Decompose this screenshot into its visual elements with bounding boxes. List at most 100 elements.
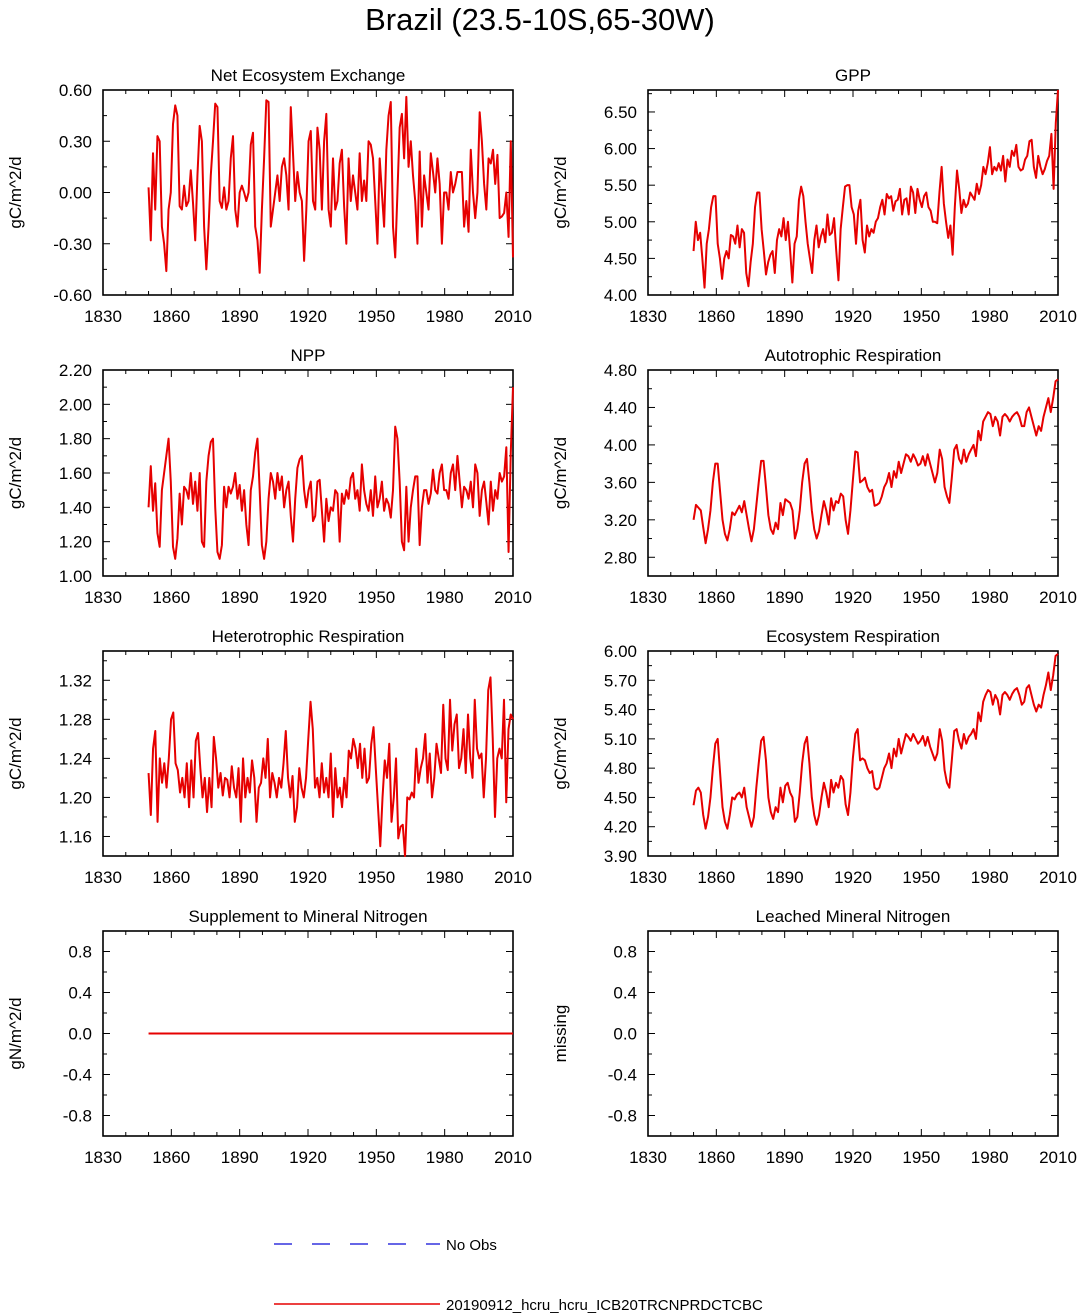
panel-1: Net Ecosystem Exchange gC/m^2/d 1830 1860 18… xyxy=(6,66,532,326)
y-tick-label: 5.00 xyxy=(604,213,637,232)
y-tick-label: 1.60 xyxy=(59,464,92,483)
x-tick-label: 1950 xyxy=(902,868,940,887)
y-tick-label: 4.50 xyxy=(604,249,637,268)
x-tick-label: 1950 xyxy=(902,307,940,326)
x-tick-label: 1860 xyxy=(152,868,190,887)
x-tick-label: 1830 xyxy=(84,1148,122,1167)
x-tick-label: 1920 xyxy=(289,588,327,607)
series-line-1 xyxy=(692,653,1059,830)
panel-title: Leached Mineral Nitrogen xyxy=(756,907,951,926)
panel-3: NPP gC/m^2/d 1830 1860 1890 1920 1950 1980 2010 1… xyxy=(6,346,532,607)
y-tick-label: 1.40 xyxy=(59,498,92,517)
panel-8: Leached Mineral Nitrogen missing 1830 1860 1… xyxy=(551,907,1077,1167)
y-tick-label: 0.60 xyxy=(59,81,92,100)
y-tick-label: 3.20 xyxy=(604,511,637,530)
legend-label: 20190912_hcru_hcru_ICB20TRCNPRDCTCBC xyxy=(446,1297,763,1314)
panels: Net Ecosystem Exchange gC/m^2/d 1830 1860 18… xyxy=(6,66,1077,1167)
panel-5: Heterotrophic Respiration gC/m^2/d 1830 186… xyxy=(6,627,532,887)
panel-title: NPP xyxy=(291,346,326,365)
series-line-1 xyxy=(147,387,514,560)
panel-title: Ecosystem Respiration xyxy=(766,627,940,646)
panel-title: Heterotrophic Respiration xyxy=(212,627,405,646)
y-tick-label: 4.40 xyxy=(604,398,637,417)
y-axis-label: gC/m^2/d xyxy=(6,717,25,789)
x-tick-label: 1920 xyxy=(834,588,872,607)
y-tick-label: 0.00 xyxy=(59,184,92,203)
panel-title: Supplement to Mineral Nitrogen xyxy=(188,907,427,926)
plot-frame xyxy=(647,930,1059,1137)
x-tick-label: 1830 xyxy=(629,868,667,887)
x-tick-label: 2010 xyxy=(1039,868,1077,887)
plot-frame xyxy=(102,89,514,296)
x-tick-label: 1860 xyxy=(152,1148,190,1167)
y-axis-label: gC/m^2/d xyxy=(551,437,570,509)
series-line-1 xyxy=(692,89,1059,289)
legend-item-2: 20190912_hcru_hcru_ICB20TRCNPRDCTCBC xyxy=(274,1297,763,1314)
y-tick-label: -0.8 xyxy=(63,1107,92,1126)
y-tick-label: 1.24 xyxy=(59,749,92,768)
y-tick-label: 4.80 xyxy=(604,759,637,778)
y-axis-label: gC/m^2/d xyxy=(551,156,570,228)
panel-7: Supplement to Mineral Nitrogen gN/m^2/d 18… xyxy=(6,907,532,1167)
x-tick-label: 1890 xyxy=(221,307,259,326)
x-tick-label: 1890 xyxy=(221,1148,259,1167)
x-tick-label: 1860 xyxy=(697,868,735,887)
y-tick-label: 2.00 xyxy=(59,395,92,414)
figure-title: Brazil (23.5-10S,65-30W) xyxy=(365,2,715,37)
y-tick-label: -0.4 xyxy=(608,1066,637,1085)
x-tick-label: 1890 xyxy=(766,868,804,887)
series-line-1 xyxy=(692,378,1059,545)
series-line-1 xyxy=(147,95,514,274)
y-tick-label: 0.0 xyxy=(613,1025,637,1044)
y-tick-label: 0.4 xyxy=(613,984,637,1003)
x-tick-label: 1860 xyxy=(152,588,190,607)
panel-6: Ecosystem Respiration gC/m^2/d 1830 1860 189… xyxy=(551,627,1077,887)
legend: No Obs 20190912_hcru_hcru_ICB20TRCNPRDCTC… xyxy=(274,1237,763,1314)
x-tick-label: 1860 xyxy=(697,307,735,326)
y-tick-label: 4.50 xyxy=(604,788,637,807)
x-tick-label: 1980 xyxy=(426,307,464,326)
y-tick-label: 4.80 xyxy=(604,361,637,380)
y-tick-label: 1.28 xyxy=(59,710,92,729)
x-tick-label: 1890 xyxy=(766,588,804,607)
y-tick-label: 1.00 xyxy=(59,567,92,586)
panel-2: GPP gC/m^2/d 1830 1860 1890 1920 1950 1980 2010 4… xyxy=(551,66,1077,326)
y-tick-label: 1.20 xyxy=(59,788,92,807)
panel-title: Autotrophic Respiration xyxy=(765,346,942,365)
x-tick-label: 1980 xyxy=(971,868,1009,887)
series-line-1 xyxy=(147,676,514,857)
y-axis-label: gC/m^2/d xyxy=(6,156,25,228)
y-tick-label: -0.8 xyxy=(608,1107,637,1126)
plot-frame xyxy=(647,89,1059,296)
x-tick-label: 1920 xyxy=(834,868,872,887)
y-tick-label: -0.60 xyxy=(53,286,92,305)
x-tick-label: 1980 xyxy=(971,307,1009,326)
x-tick-label: 1830 xyxy=(84,307,122,326)
y-tick-label: -0.4 xyxy=(63,1066,92,1085)
y-axis-label: missing xyxy=(551,1005,570,1063)
y-tick-label: 4.00 xyxy=(604,436,637,455)
panel-title: Net Ecosystem Exchange xyxy=(211,66,406,85)
x-tick-label: 1920 xyxy=(834,307,872,326)
y-tick-label: 5.70 xyxy=(604,671,637,690)
y-axis-label: gC/m^2/d xyxy=(6,437,25,509)
x-tick-label: 1920 xyxy=(289,868,327,887)
x-tick-label: 2010 xyxy=(494,1148,532,1167)
x-tick-label: 1980 xyxy=(971,1148,1009,1167)
x-tick-label: 1890 xyxy=(766,1148,804,1167)
x-tick-label: 2010 xyxy=(494,307,532,326)
y-tick-label: 6.50 xyxy=(604,103,637,122)
x-tick-label: 1830 xyxy=(629,307,667,326)
x-tick-label: 1860 xyxy=(697,588,735,607)
x-tick-label: 1950 xyxy=(357,868,395,887)
x-tick-label: 1830 xyxy=(629,1148,667,1167)
x-tick-label: 1980 xyxy=(426,1148,464,1167)
legend-item-1: No Obs xyxy=(274,1237,497,1254)
x-tick-label: 1830 xyxy=(84,588,122,607)
panel-4: Autotrophic Respiration gC/m^2/d 1830 1860 1… xyxy=(551,346,1077,607)
y-tick-label: 4.20 xyxy=(604,818,637,837)
x-tick-label: 1860 xyxy=(697,1148,735,1167)
y-tick-label: 6.00 xyxy=(604,642,637,661)
x-tick-label: 1890 xyxy=(221,868,259,887)
x-tick-label: 1950 xyxy=(357,307,395,326)
